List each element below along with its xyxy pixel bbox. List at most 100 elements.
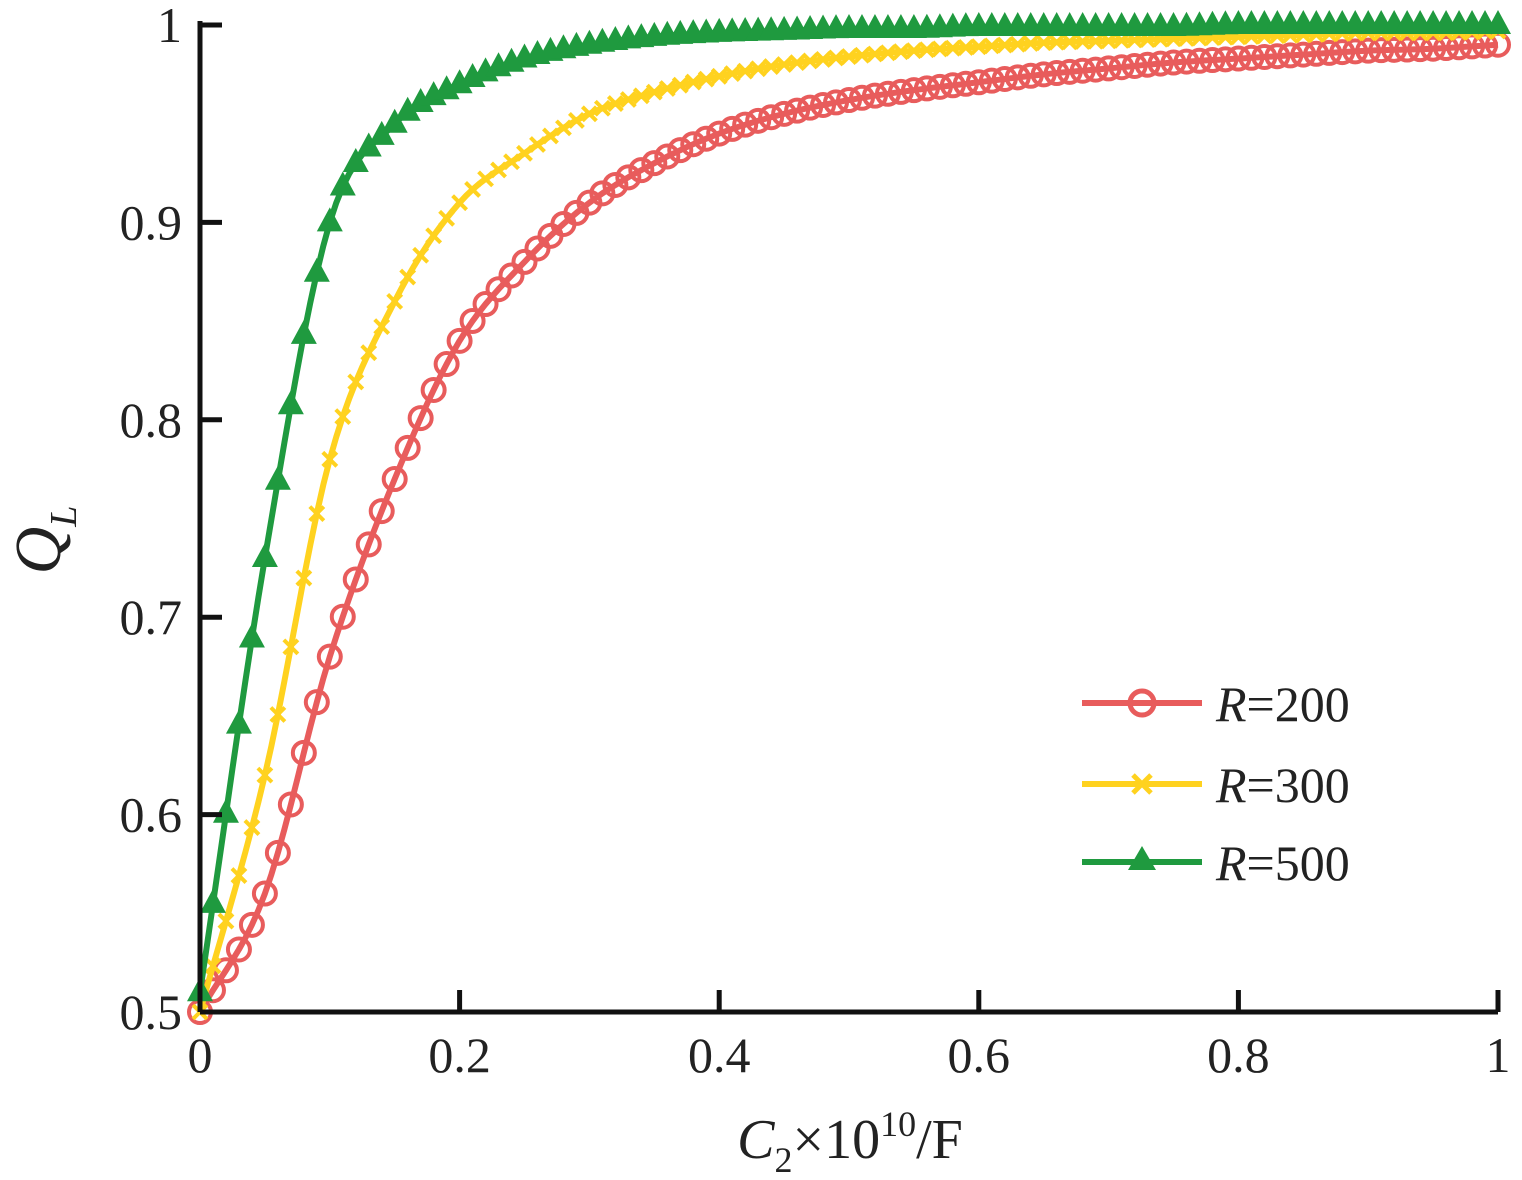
data-point bbox=[373, 318, 391, 336]
data-point-stroke bbox=[464, 181, 481, 198]
data-point-stroke bbox=[593, 99, 611, 117]
data-point bbox=[212, 798, 239, 823]
data-point bbox=[251, 880, 278, 907]
data-point bbox=[697, 70, 715, 88]
data-point bbox=[892, 43, 910, 61]
data-point bbox=[1251, 43, 1278, 70]
data-point bbox=[1056, 58, 1083, 85]
data-point-stroke bbox=[230, 867, 248, 884]
legend-marker-r300 bbox=[1131, 773, 1153, 795]
data-point bbox=[282, 638, 300, 656]
data-point-stroke bbox=[710, 67, 728, 85]
axis-layer bbox=[197, 21, 1498, 1015]
data-point-stroke bbox=[555, 119, 572, 137]
data-point bbox=[645, 83, 663, 101]
data-point-stroke bbox=[503, 153, 520, 171]
data-point bbox=[874, 80, 901, 107]
data-point bbox=[784, 97, 811, 124]
data-point-stroke bbox=[840, 48, 858, 65]
data-point-stroke bbox=[996, 36, 1014, 54]
data-point-stroke bbox=[684, 73, 702, 91]
data-point-stroke bbox=[957, 39, 975, 56]
data-point-stroke bbox=[425, 227, 443, 245]
y-axis-title-base: Q bbox=[2, 527, 75, 575]
data-point bbox=[654, 143, 681, 170]
data-point bbox=[295, 569, 313, 587]
data-point bbox=[407, 87, 434, 112]
data-point bbox=[1009, 35, 1027, 53]
data-point bbox=[836, 87, 862, 114]
data-point-stroke bbox=[1048, 33, 1066, 51]
data-point-stroke bbox=[1087, 32, 1105, 50]
data-point bbox=[632, 87, 650, 105]
data-point-stroke bbox=[879, 44, 897, 62]
data-point bbox=[433, 351, 460, 378]
data-point bbox=[658, 80, 676, 97]
data-point bbox=[321, 450, 339, 468]
legend: R=200 R=300 R=500 bbox=[1082, 676, 1350, 891]
data-point bbox=[238, 911, 265, 938]
data-point bbox=[477, 170, 494, 188]
data-point bbox=[217, 912, 235, 930]
x-tick-label: 0.6 bbox=[948, 1027, 1011, 1083]
data-point-stroke bbox=[1100, 32, 1118, 50]
data-point bbox=[308, 505, 326, 523]
data-point bbox=[1420, 35, 1447, 62]
data-point-stroke bbox=[256, 766, 274, 784]
data-point bbox=[1048, 33, 1066, 51]
data-point bbox=[243, 819, 261, 836]
series-r500 bbox=[187, 10, 1511, 1002]
data-point bbox=[399, 268, 417, 286]
data-point bbox=[1446, 34, 1473, 61]
data-point bbox=[498, 262, 525, 289]
data-point bbox=[381, 466, 408, 493]
data-point bbox=[1074, 33, 1092, 50]
y-tick-label: 0.8 bbox=[120, 392, 183, 448]
data-point-stroke bbox=[632, 87, 650, 105]
data-point bbox=[762, 58, 780, 75]
data-point bbox=[615, 164, 642, 191]
data-point-stroke bbox=[477, 170, 494, 188]
x-tick-label: 0 bbox=[188, 1027, 213, 1083]
data-point-stroke bbox=[1061, 33, 1079, 51]
data-point bbox=[355, 132, 382, 157]
data-point bbox=[459, 307, 486, 334]
data-point-stroke bbox=[347, 373, 365, 391]
data-point bbox=[926, 73, 953, 100]
data-point bbox=[1368, 37, 1395, 64]
data-point bbox=[1121, 52, 1148, 79]
data-point bbox=[303, 257, 330, 282]
data-point bbox=[1264, 43, 1291, 70]
data-point-stroke bbox=[243, 819, 261, 836]
legend-label-r500-italic: R bbox=[1215, 835, 1247, 891]
legend-item-r500: R=500 bbox=[1082, 835, 1350, 891]
data-point-stroke bbox=[619, 91, 637, 108]
data-point bbox=[316, 643, 343, 670]
data-point-stroke bbox=[775, 56, 793, 73]
data-point bbox=[290, 739, 317, 766]
x-axis-title-base: C bbox=[737, 1109, 775, 1171]
data-point-stroke bbox=[451, 194, 469, 212]
data-point bbox=[749, 60, 767, 78]
data-point bbox=[1030, 61, 1057, 88]
data-point-stroke bbox=[892, 43, 910, 61]
data-point-stroke bbox=[373, 318, 391, 336]
legend-label-r500-rest: =500 bbox=[1247, 835, 1350, 891]
data-point bbox=[342, 566, 369, 593]
data-point bbox=[316, 207, 343, 232]
data-point bbox=[420, 376, 447, 403]
data-point-stroke bbox=[866, 45, 884, 63]
data-point bbox=[693, 125, 720, 152]
data-point bbox=[848, 84, 875, 111]
data-point bbox=[1017, 62, 1044, 89]
data-point-stroke bbox=[542, 127, 559, 145]
data-point-stroke bbox=[295, 569, 313, 587]
data-point-stroke bbox=[516, 144, 533, 162]
legend-label-r300-rest: =300 bbox=[1247, 757, 1350, 813]
data-point bbox=[589, 180, 616, 207]
data-point bbox=[329, 603, 356, 630]
data-point bbox=[732, 111, 759, 138]
series-r200 bbox=[187, 31, 1511, 1025]
data-point bbox=[446, 327, 473, 354]
x-axis-title-tail: /F bbox=[916, 1109, 963, 1171]
